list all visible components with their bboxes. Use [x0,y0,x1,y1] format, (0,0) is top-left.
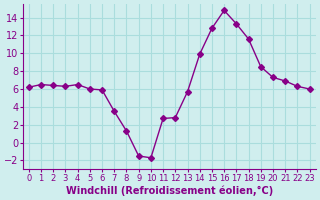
X-axis label: Windchill (Refroidissement éolien,°C): Windchill (Refroidissement éolien,°C) [66,185,273,196]
